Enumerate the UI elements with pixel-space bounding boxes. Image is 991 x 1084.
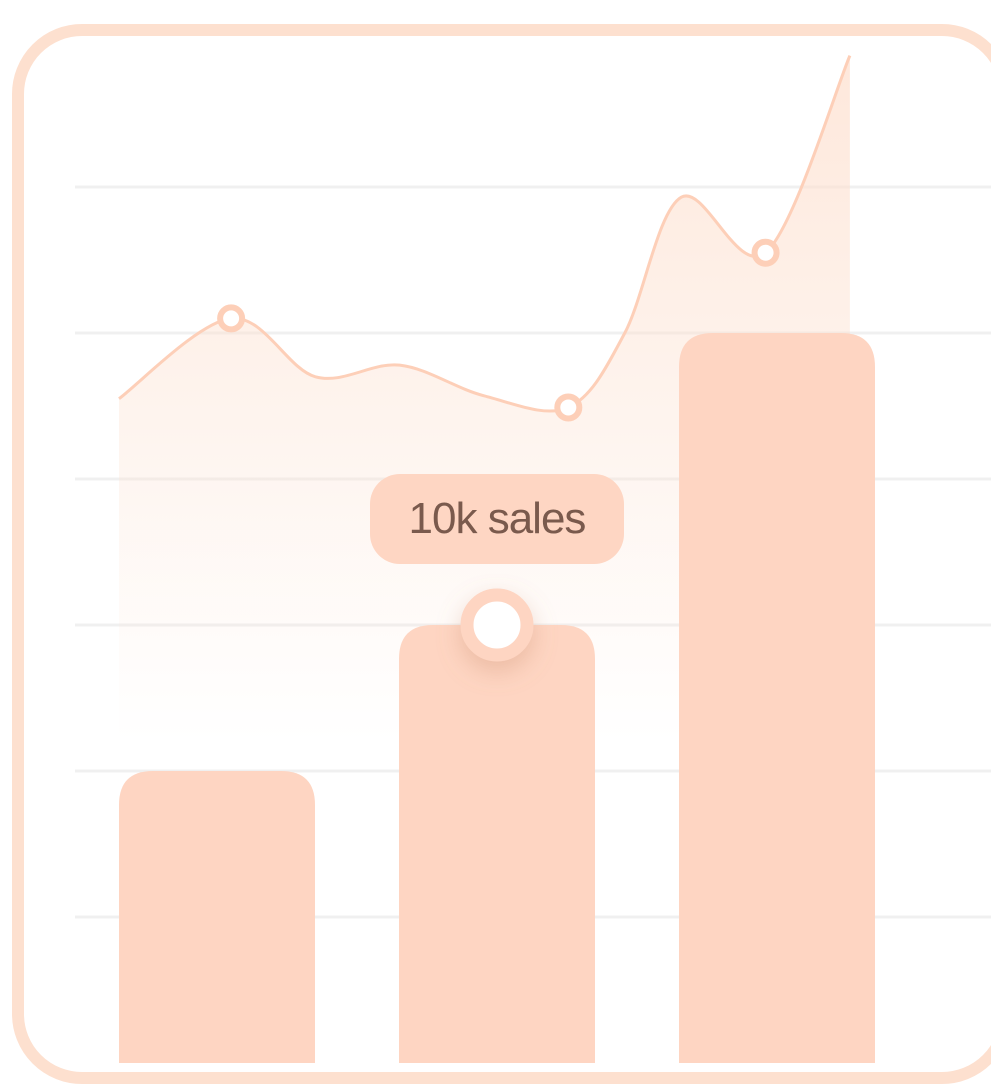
line-marker <box>217 304 246 333</box>
line-marker <box>751 238 780 267</box>
bar <box>119 771 315 1063</box>
highlight-marker <box>460 588 534 662</box>
line-markers <box>217 238 780 662</box>
bar <box>399 625 595 1063</box>
area-fill <box>119 55 850 742</box>
tooltip-label: 10k sales <box>370 474 624 564</box>
bar <box>679 333 875 1063</box>
bar-series <box>119 333 875 1063</box>
line-marker <box>554 393 583 422</box>
